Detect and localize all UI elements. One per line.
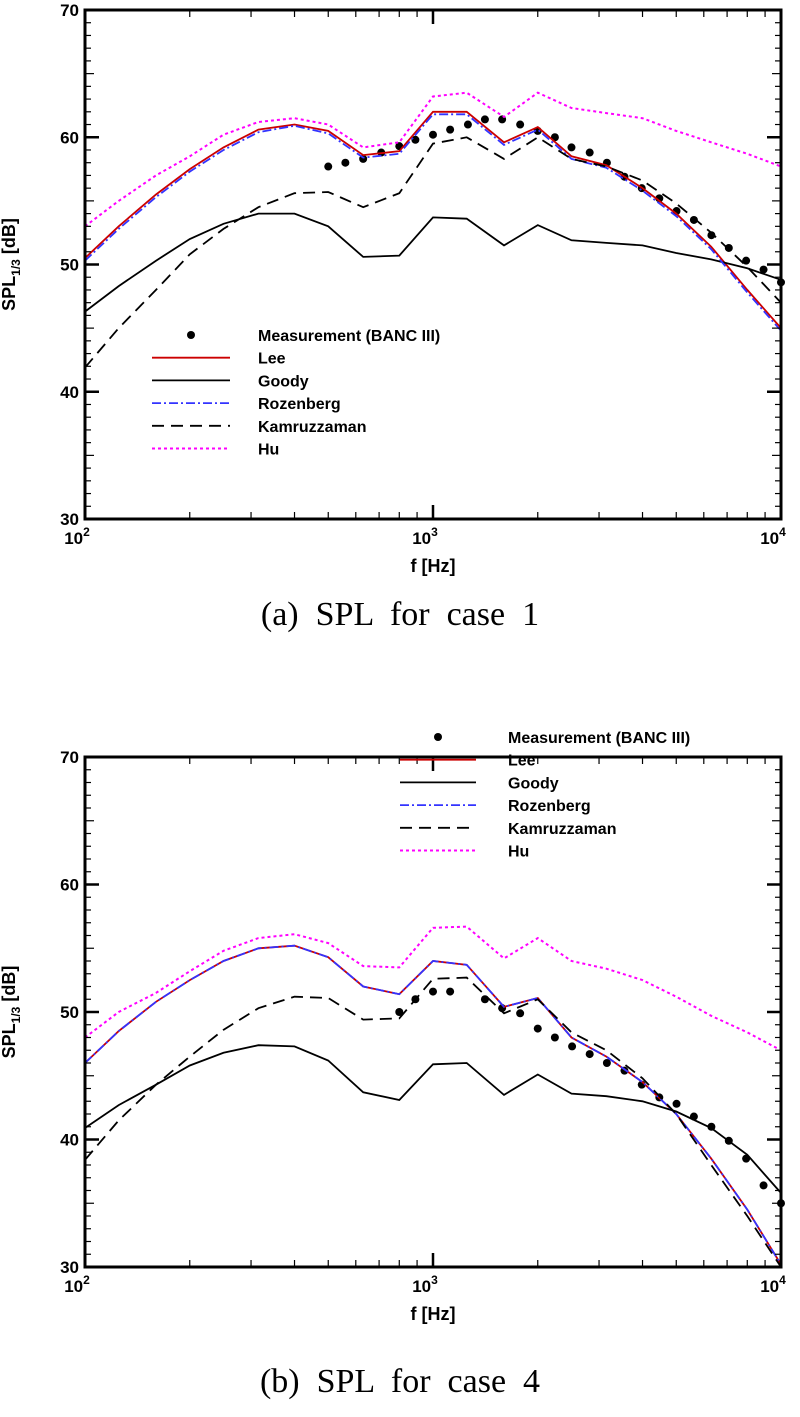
legend-marker bbox=[434, 733, 442, 741]
series-line-lee bbox=[84, 110, 782, 329]
data-point-measurement bbox=[480, 115, 489, 124]
x-tick-base: 10 bbox=[412, 529, 431, 548]
data-point-measurement bbox=[411, 135, 420, 144]
x-tick-base: 10 bbox=[64, 529, 83, 548]
data-point-measurement bbox=[324, 162, 333, 171]
legend-label: Rozenberg bbox=[258, 396, 341, 413]
series-line-hu bbox=[84, 925, 782, 1052]
plot-frame bbox=[83, 755, 783, 1269]
x-tick-base: 10 bbox=[412, 1277, 431, 1296]
data-point-measurement bbox=[463, 120, 472, 129]
x-axis-label: f [Hz] bbox=[411, 556, 456, 576]
data-point-measurement bbox=[742, 256, 751, 265]
data-point-measurement bbox=[759, 265, 768, 274]
y-axis-label-subscript: 1/3 bbox=[9, 1006, 23, 1023]
legend-label: Kamruzzaman bbox=[258, 419, 366, 436]
data-point-measurement bbox=[689, 215, 698, 224]
series-line-goody bbox=[84, 1044, 782, 1194]
y-tick-label: 60 bbox=[60, 128, 79, 147]
x-tick-exponent: 3 bbox=[431, 525, 438, 539]
y-axis-label-unit: [dB] bbox=[0, 218, 19, 259]
plot-frame bbox=[83, 8, 783, 521]
data-point-measurement bbox=[395, 1008, 404, 1016]
series-line-kamruzzaman bbox=[84, 976, 782, 1268]
x-tick-base: 10 bbox=[760, 1277, 779, 1296]
legend-label: Kamruzzaman bbox=[508, 821, 616, 838]
legend-label: Measurement (BANC III) bbox=[508, 730, 690, 747]
data-point-measurement bbox=[568, 1042, 577, 1051]
data-point-measurement bbox=[602, 1059, 611, 1067]
y-axis-label: SPL1/3 [dB] bbox=[0, 218, 23, 311]
data-point-measurement bbox=[567, 143, 576, 152]
figure-caption: (b) SPL for case 4 bbox=[260, 1363, 540, 1400]
y-tick-label: 50 bbox=[60, 1003, 79, 1022]
x-tick-label: 104 bbox=[760, 525, 786, 548]
data-point-measurement bbox=[516, 120, 525, 129]
legend-label: Measurement (BANC III) bbox=[258, 328, 440, 345]
data-point-measurement bbox=[759, 1181, 768, 1190]
x-tick-label: 102 bbox=[64, 525, 90, 548]
data-point-measurement bbox=[516, 1009, 525, 1018]
y-tick-label: 50 bbox=[60, 256, 79, 275]
legend-label: Rozenberg bbox=[508, 798, 591, 815]
legend-label: Goody bbox=[508, 775, 559, 792]
x-tick-label: 103 bbox=[412, 525, 438, 548]
y-tick-label: 70 bbox=[60, 1, 79, 20]
y-axis-label-unit: [dB] bbox=[0, 966, 19, 1007]
figure-caption: (a) SPL for case 1 bbox=[261, 596, 539, 633]
data-point-measurement bbox=[585, 1050, 594, 1059]
series-line-rozenberg bbox=[84, 113, 782, 332]
legend-label: Lee bbox=[508, 753, 536, 770]
series-line-rozenberg bbox=[84, 944, 782, 1265]
data-point-measurement bbox=[533, 1024, 542, 1033]
data-point-measurement bbox=[550, 1033, 559, 1042]
x-tick-label: 103 bbox=[412, 1273, 438, 1296]
y-axis-label-subscript: 1/3 bbox=[9, 259, 23, 276]
y-axis-label-main: SPL bbox=[0, 276, 19, 311]
legend-label: Hu bbox=[258, 442, 279, 459]
legend-label: Hu bbox=[508, 844, 529, 861]
data-point-measurement bbox=[672, 1099, 681, 1108]
x-tick-label: 104 bbox=[760, 1273, 786, 1296]
x-tick-exponent: 3 bbox=[431, 1273, 438, 1287]
series-line-kamruzzaman bbox=[84, 136, 782, 369]
y-tick-label: 30 bbox=[60, 510, 79, 529]
x-tick-label: 102 bbox=[64, 1273, 90, 1296]
series-line-goody bbox=[84, 212, 782, 313]
x-tick-exponent: 4 bbox=[779, 1273, 786, 1287]
x-tick-exponent: 2 bbox=[83, 1273, 90, 1287]
y-tick-label: 40 bbox=[60, 383, 79, 402]
data-point-measurement bbox=[724, 243, 733, 252]
y-axis-label: SPL1/3 [dB] bbox=[0, 966, 23, 1059]
y-tick-label: 70 bbox=[60, 748, 79, 767]
data-point-measurement bbox=[429, 130, 437, 139]
x-tick-exponent: 4 bbox=[779, 525, 786, 539]
legend-label: Goody bbox=[258, 373, 309, 390]
data-point-measurement bbox=[446, 125, 455, 134]
legend-marker bbox=[187, 331, 195, 339]
data-point-measurement bbox=[480, 995, 489, 1004]
x-tick-exponent: 2 bbox=[83, 525, 90, 539]
x-tick-base: 10 bbox=[760, 529, 779, 548]
legend-label: Lee bbox=[258, 351, 286, 368]
data-point-measurement bbox=[585, 148, 594, 157]
data-point-measurement bbox=[707, 231, 716, 240]
series-line-hu bbox=[84, 91, 782, 228]
x-axis-label: f [Hz] bbox=[411, 1304, 456, 1324]
data-point-measurement bbox=[429, 987, 437, 996]
y-tick-label: 60 bbox=[60, 876, 79, 895]
data-point-measurement bbox=[446, 987, 455, 996]
y-tick-label: 40 bbox=[60, 1131, 79, 1150]
y-axis-label-main: SPL bbox=[0, 1023, 19, 1058]
x-tick-base: 10 bbox=[64, 1277, 83, 1296]
y-tick-label: 30 bbox=[60, 1258, 79, 1277]
data-point-measurement bbox=[341, 158, 350, 167]
